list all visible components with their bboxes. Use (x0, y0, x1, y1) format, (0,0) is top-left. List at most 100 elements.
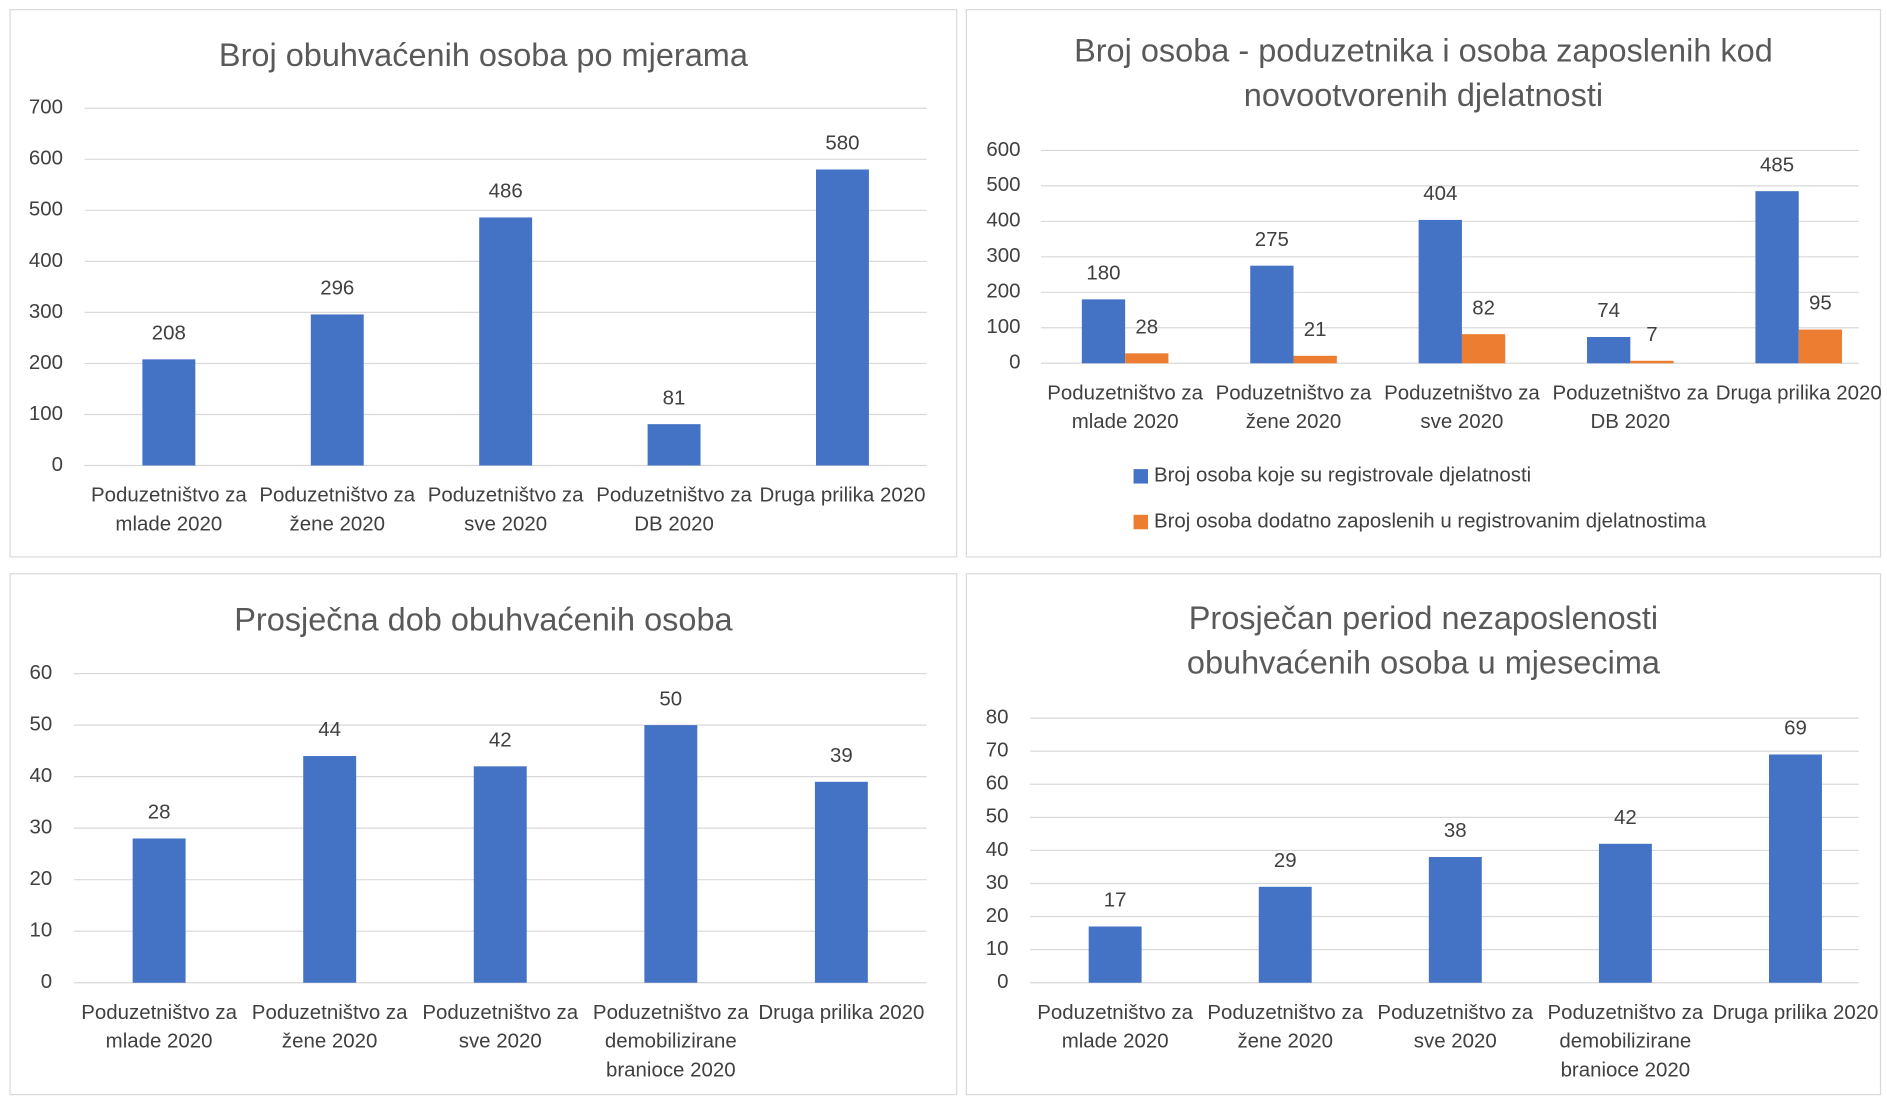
data-label: 95 (1809, 292, 1832, 315)
x-tick-label-box: Druga prilika 2020 (758, 1001, 924, 1024)
x-tick-label-box: Druga prilika 2020 (759, 483, 926, 507)
x-tick-label-box: Poduzetništvo za žene 2020 (1216, 381, 1372, 433)
data-label: 17 (1104, 889, 1127, 912)
x-tick-label-box: Poduzetništvo za demobilizirane branioce… (1547, 1000, 1704, 1082)
bar (1088, 926, 1142, 983)
x-tick-label: Poduzetništvo za žene 2020 (259, 483, 416, 536)
y-tick-label: 500 (29, 198, 63, 221)
x-tick-label: Poduzetništvo za mlade 2020 (1037, 1000, 1193, 1053)
data-label: 28 (1135, 315, 1158, 338)
bar (1258, 886, 1312, 983)
data-label: 208 (152, 321, 186, 344)
bar (1418, 219, 1462, 364)
x-tick-label: Druga prilika 2020 (1712, 1000, 1879, 1024)
x-tick-label-box: Poduzetništvo za sve 2020 (422, 1000, 579, 1053)
data-label: 42 (489, 728, 512, 751)
data-label: 69 (1784, 717, 1807, 740)
y-tick-label: 600 (986, 138, 1020, 161)
x-tick-label: Poduzetništvo za sve 2020 (1377, 1000, 1534, 1053)
y-tick-label: 300 (986, 244, 1020, 267)
bar (1755, 191, 1799, 364)
y-tick-label: 20 (986, 904, 1009, 927)
bar (1125, 353, 1169, 364)
x-tick-label: Poduzetništvo za žene 2020 (1207, 1000, 1364, 1053)
bar (479, 217, 533, 466)
x-tick-label-box: Poduzetništvo za sve 2020 (1384, 381, 1540, 433)
y-tick-label: 300 (29, 300, 63, 323)
panel (965, 573, 1882, 1096)
data-label: 39 (830, 744, 853, 767)
bar (815, 169, 869, 466)
y-tick-label: 500 (986, 173, 1020, 196)
x-tick-label-box: Poduzetništvo za mlade 2020 (1037, 1000, 1193, 1053)
y-tick-label: 100 (986, 315, 1020, 338)
legend-swatch (1133, 469, 1148, 484)
x-tick-label-box: Poduzetništvo za mlade 2020 (90, 483, 247, 536)
legend-swatch (1133, 514, 1148, 530)
y-tick-label: 10 (986, 937, 1009, 960)
chart-title-box: Broj obuhvaćenih osoba po mjerama (218, 37, 748, 74)
data-label: 21 (1304, 318, 1327, 341)
y-tick-label: 60 (29, 661, 52, 684)
chart-title: Prosječan period nezaposlenosti obuhvaće… (1186, 600, 1660, 681)
y-tick-label: 80 (986, 706, 1009, 729)
data-label: 81 (663, 386, 686, 409)
y-tick-label: 0 (1009, 351, 1020, 374)
x-tick-label-box: Druga prilika 2020 (1712, 1000, 1879, 1024)
y-tick-label: 60 (986, 772, 1009, 795)
data-label: 580 (825, 132, 859, 155)
x-tick-label: Druga prilika 2020 (759, 483, 926, 507)
y-tick-label: 40 (29, 764, 52, 787)
legend-label: Broj osoba koje su registrovale djelatno… (1154, 464, 1531, 487)
y-tick-label: 200 (986, 280, 1020, 303)
x-tick-label: Poduzetništvo za DB 2020 (596, 483, 752, 536)
x-tick-label: Poduzetništvo za demobilizirane branioce… (592, 1000, 749, 1082)
data-label: 29 (1274, 849, 1297, 872)
x-tick-label-box: Druga prilika 2020 (1716, 381, 1882, 404)
bar (1630, 360, 1674, 364)
bar (473, 766, 527, 983)
x-tick-label-box: Poduzetništvo za DB 2020 (1552, 381, 1708, 433)
x-tick-label: Poduzetništvo za mlade 2020 (90, 483, 247, 536)
x-tick-label: Poduzetništvo za demobilizirane branioce… (1547, 1000, 1704, 1082)
data-label: 7 (1646, 323, 1657, 346)
data-label: 82 (1472, 296, 1495, 319)
data-label: 485 (1760, 153, 1794, 176)
bar (1081, 299, 1126, 364)
legend-label: Broj osoba dodatno zaposlenih u registro… (1154, 509, 1707, 532)
bar (310, 314, 364, 466)
chart-title: Broj osoba - poduzetnika i osoba zaposle… (1074, 32, 1773, 114)
bar (647, 424, 701, 466)
y-tick-label: 70 (986, 739, 1009, 762)
x-tick-label-box: Poduzetništvo za sve 2020 (428, 484, 584, 536)
y-tick-label: 700 (29, 96, 63, 119)
x-tick-label: Poduzetništvo za sve 2020 (422, 1000, 579, 1053)
data-label: 486 (489, 180, 523, 203)
data-label: 38 (1444, 819, 1467, 842)
y-tick-label: 200 (29, 351, 63, 374)
bar (1293, 355, 1337, 364)
bar (644, 725, 698, 983)
x-tick-label-box: Poduzetništvo za DB 2020 (596, 483, 752, 536)
chart-title-box: Prosječan period nezaposlenosti obuhvaće… (1186, 600, 1660, 681)
x-tick-label-box: Poduzetništvo za žene 2020 (1207, 1000, 1364, 1053)
bar (814, 781, 868, 983)
y-tick-label: 400 (29, 249, 63, 272)
bar (1461, 334, 1506, 364)
x-tick-label-box: Poduzetništvo za mlade 2020 (1047, 381, 1203, 434)
x-tick-label: Poduzetništvo za mlade 2020 (1047, 381, 1203, 434)
y-tick-label: 10 (29, 919, 52, 942)
x-tick-label-box: Poduzetništvo za žene 2020 (251, 1000, 408, 1053)
data-label: 404 (1423, 182, 1457, 205)
y-tick-label: 0 (997, 970, 1008, 993)
x-tick-label: Poduzetništvo za žene 2020 (251, 1000, 408, 1053)
bar (1769, 754, 1822, 983)
bar (142, 359, 196, 466)
bar (303, 756, 357, 983)
data-label: 275 (1255, 228, 1289, 251)
bar (1250, 265, 1294, 364)
chart-title: Broj obuhvaćenih osoba po mjerama (218, 37, 748, 74)
x-tick-label-box: Poduzetništvo za mlade 2020 (81, 1001, 237, 1053)
y-tick-label: 0 (41, 970, 52, 993)
y-tick-label: 50 (986, 805, 1009, 828)
